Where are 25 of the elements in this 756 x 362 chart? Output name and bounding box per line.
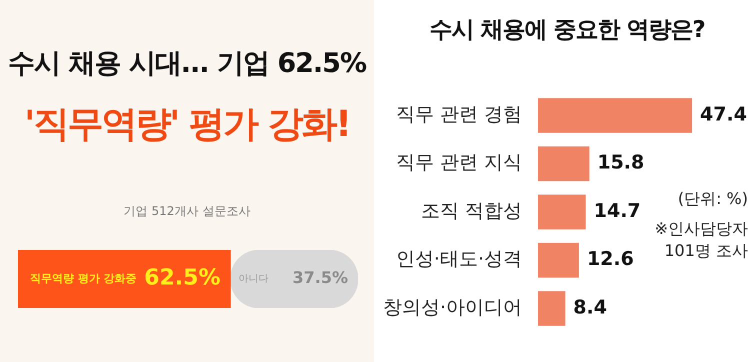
- bar: [538, 242, 579, 278]
- text: 기업 512개사 설문조사: [122, 203, 252, 220]
- annotation: ※인사담당자 101명 조사: [654, 219, 748, 260]
- bar: [538, 146, 590, 182]
- data-label: 15.8: [597, 152, 644, 174]
- bar: [538, 291, 566, 326]
- y-tick-label: 창의성·아이디어: [382, 296, 522, 318]
- y-tick-label: 직무 관련 지식: [396, 152, 522, 174]
- y-tick-label: 직무 관련 경험: [396, 103, 522, 126]
- data-label: 62.5%: [144, 266, 220, 291]
- data-label: 8.4: [573, 296, 607, 318]
- chart-title: 수시 채용에 중요한 역량은?: [428, 16, 706, 45]
- annotation: (단위: %): [678, 189, 748, 208]
- bar: [538, 98, 692, 133]
- chart-subtitle: '직무역량' 평가 강화!: [23, 103, 351, 147]
- series-label: 직무역량 평가 강화중: [30, 272, 137, 285]
- y-tick-label: 인성·태도·성격: [396, 248, 522, 270]
- chart-title: 수시 채용 시대... 기업 62.5%: [6, 47, 368, 81]
- data-label: 14.7: [594, 200, 641, 222]
- data-label: 37.5%: [292, 268, 348, 288]
- y-tick-label: 조직 적합성: [420, 200, 522, 222]
- bar: [538, 194, 586, 230]
- series-label: 아니다: [238, 274, 268, 285]
- data-label: 12.6: [586, 248, 634, 270]
- data-label: 47.4: [700, 103, 747, 126]
